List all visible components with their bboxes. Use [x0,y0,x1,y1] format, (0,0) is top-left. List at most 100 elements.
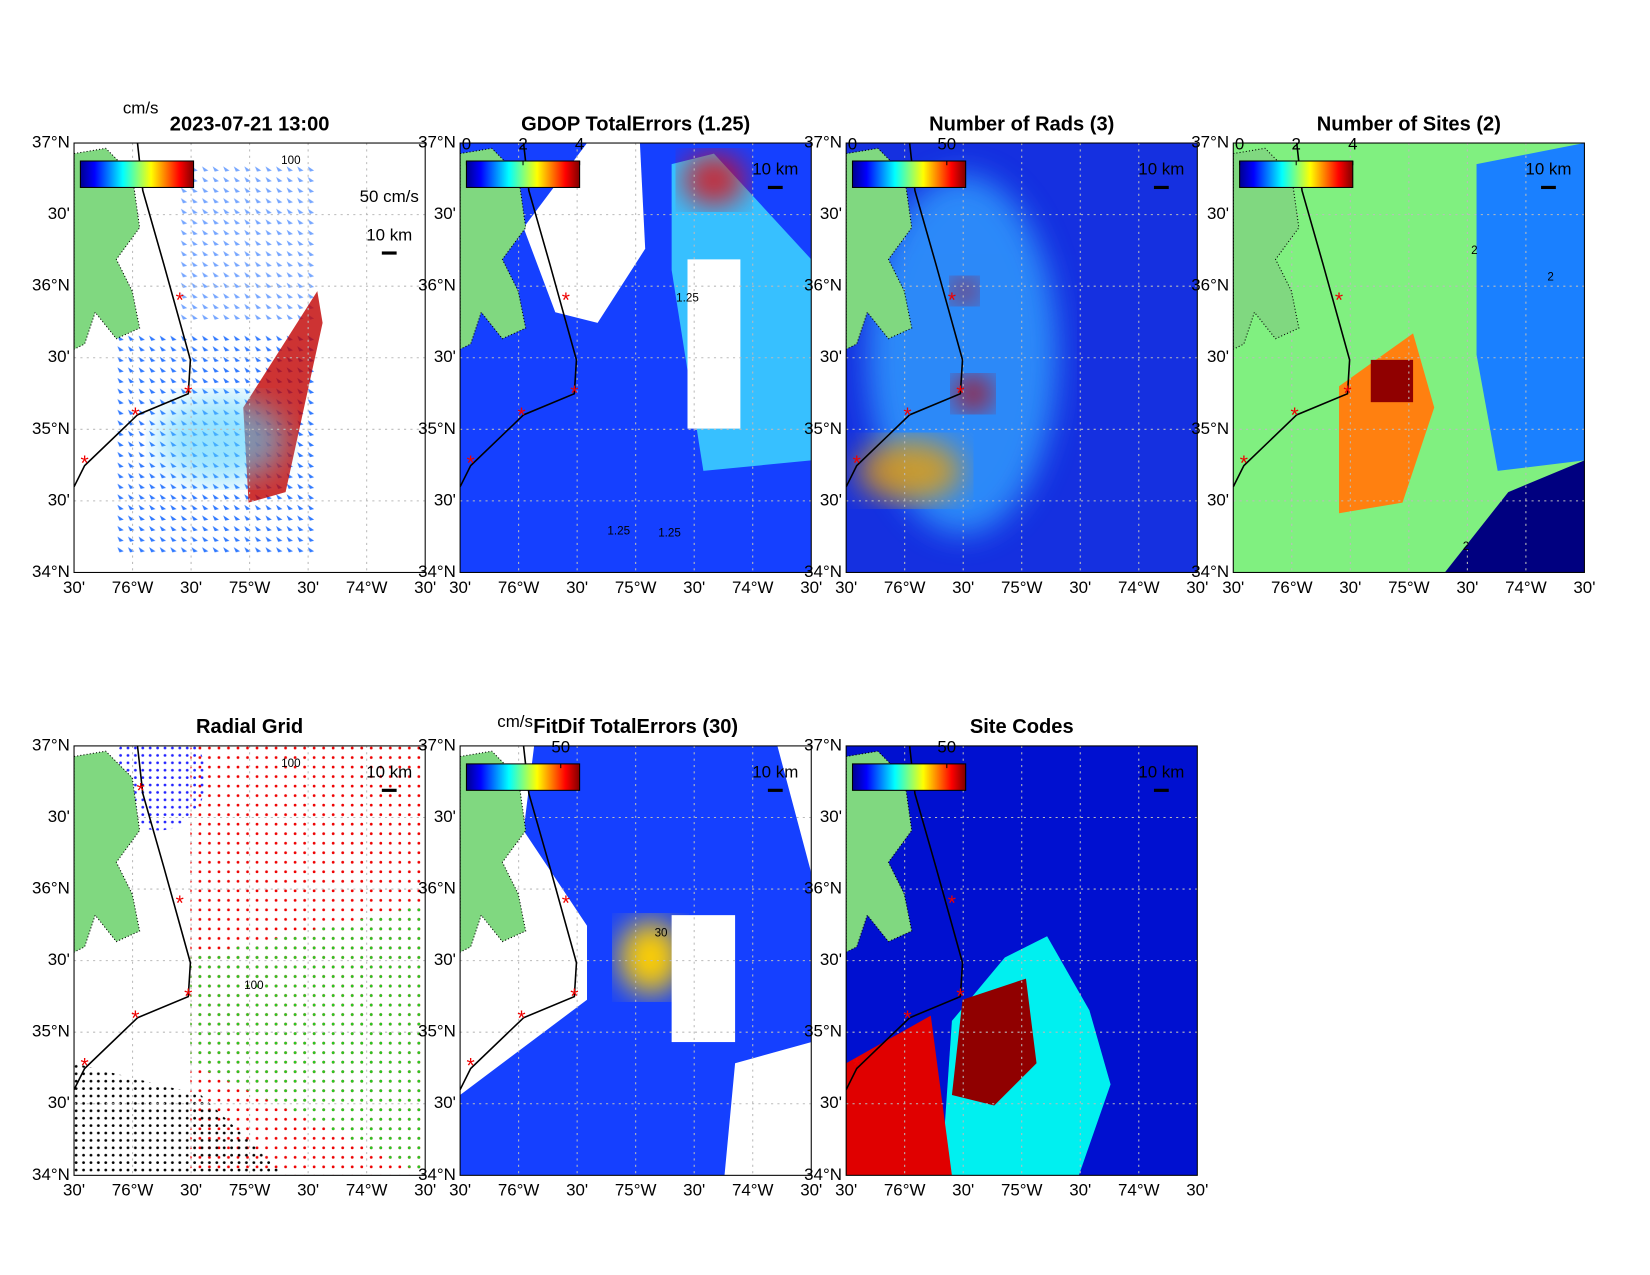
lon-label: 30' [1186,578,1208,597]
site-marker: * [80,1055,88,1078]
field [74,1063,286,1176]
lat-label: 30' [434,950,456,969]
lon-label: 76°W [498,1181,540,1200]
panel-title: Site Codes [970,716,1074,738]
site-marker: * [176,289,184,312]
site-marker: * [570,382,578,405]
lat-label: 35°N [32,419,70,438]
field [687,259,741,429]
land [1233,147,1300,350]
colorbar [1239,160,1354,188]
colorbar-tick-label: 4 [575,135,584,154]
map-area: * * * * * [460,745,812,1176]
panel-title: Radial Grid [196,716,303,738]
colorbar-tick-label: 0 [462,135,471,154]
contour-label: 100 [281,154,301,167]
site-marker: * [909,780,917,803]
lat-label: 35°N [804,419,842,438]
lon-label: 30' [683,1181,705,1200]
lat-label: 30' [434,347,456,366]
axes-frame [73,142,426,573]
map-area: * * * * * [1233,143,1585,573]
lon-label: 76°W [1271,578,1313,597]
site-marker: * [948,289,956,312]
lat-label: 30' [1207,490,1229,509]
colorbar [851,160,967,188]
lat-label: 36°N [418,879,456,898]
lon-label: 30' [449,578,471,597]
lat-label: 36°N [32,879,70,898]
lon-label: 30' [835,1181,857,1200]
colorbar-tick-label: 4 [1348,135,1357,154]
contour-label: 2 [1471,244,1477,257]
lat-label: 35°N [804,1022,842,1041]
contour-label: 1.25 [658,526,681,539]
lon-label: 30' [1573,578,1595,597]
panel-title: FitDif TotalErrors (30) [533,716,738,738]
lon-label: 75°W [229,578,271,597]
lon-label: 75°W [615,578,657,597]
lat-label: 36°N [32,276,70,295]
contour-label: 100 [281,757,301,770]
lat-label: 30' [1207,347,1229,366]
site-marker: * [562,892,570,915]
lon-label: 30' [800,1181,822,1200]
map-panel: *****37°N30'36°N30'35°N30'34°N30' 76°W 30'… [804,113,1208,596]
field [1370,359,1414,403]
coastline [460,143,578,488]
lon-label: 30' [414,578,436,597]
map-area: * * * * * [846,745,1198,1176]
lat-label: 37°N [418,735,456,754]
field [951,278,978,304]
lon-label: 30' [1222,578,1244,597]
lon-label: 30' [63,578,85,597]
axes-frame [845,142,1198,573]
axes-frame [1232,142,1585,573]
lat-label: 30' [434,490,456,509]
scale-bar-label: 10 km [366,763,412,782]
lon-label: 30' [180,578,202,597]
map-area: * * * * * [74,143,426,573]
lon-label: 30' [1456,578,1478,597]
land [846,147,913,350]
scale-bar-label: 10 km [1138,160,1184,179]
site-marker: * [176,892,184,915]
lon-label: 74°W [732,578,774,597]
panel-title: Number of Sites (2) [1317,113,1501,135]
lat-label: 34°N [32,562,70,581]
lat-label: 37°N [32,132,70,151]
map-panel: *****37°N30'36°N30'35°N30'34°N30' 76°W 30'… [1191,113,1595,596]
lat-label: 36°N [804,276,842,295]
lon-label: 30' [63,1181,85,1200]
lat-label: 34°N [418,562,456,581]
lat-label: 30' [48,490,70,509]
lon-label: 30' [180,1181,202,1200]
lon-label: 74°W [346,578,388,597]
lat-label: 37°N [804,132,842,151]
scale-bar-label: 10 km [1525,160,1571,179]
map-panel: *****37°N30'36°N30'35°N30'34°N30' 76°W 30'… [804,716,1208,1199]
contour-label: 1.25 [676,292,699,305]
lat-label: 30' [434,1093,456,1112]
site-marker: * [570,985,578,1008]
lat-label: 37°N [32,735,70,754]
coastline [74,143,192,488]
field [846,1015,952,1176]
scale-bar-label: 10 km [1138,763,1184,782]
lon-label: 30' [835,578,857,597]
lon-label: 74°W [732,1181,774,1200]
lon-label: 30' [683,578,705,597]
site-marker: * [184,382,192,405]
lon-label: 75°W [1388,578,1430,597]
panel-title: Number of Rads (3) [929,113,1114,135]
lon-label: 30' [449,1181,471,1200]
lon-label: 30' [952,1181,974,1200]
site-marker: * [137,177,145,200]
colorbar-tick-label: 2 [1291,135,1300,154]
site-marker: * [467,1055,475,1078]
lat-label: 36°N [1191,276,1229,295]
map-area: * * * * * [460,143,812,573]
lon-label: 30' [1069,1181,1091,1200]
site-marker: * [853,452,861,475]
